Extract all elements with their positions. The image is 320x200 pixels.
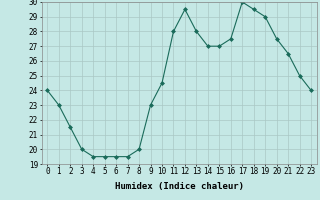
X-axis label: Humidex (Indice chaleur): Humidex (Indice chaleur) [115, 182, 244, 191]
